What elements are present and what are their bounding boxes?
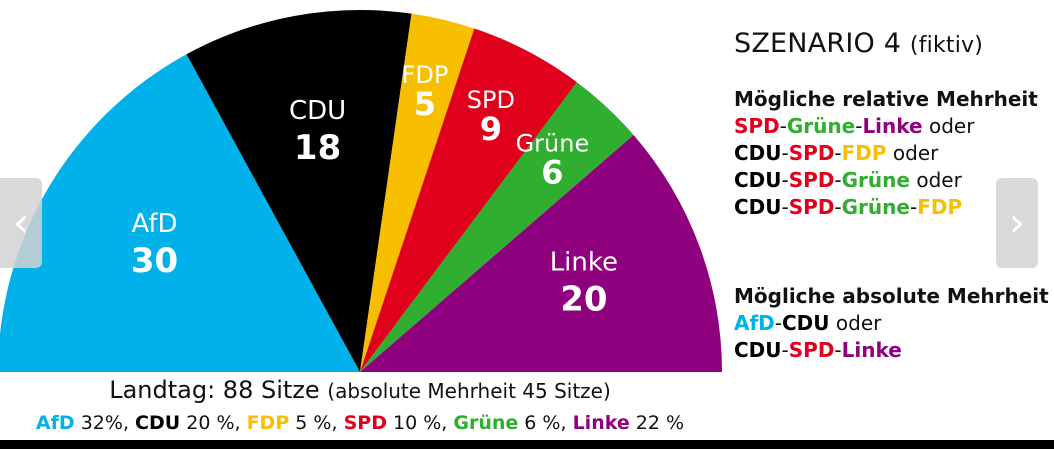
party-spd: SPD	[788, 141, 835, 165]
party-afd: AfD	[734, 311, 775, 335]
relative-majority-legend: Mögliche relative Mehrheit SPD-Grüne-Lin…	[734, 86, 1038, 221]
slice-name-fdp: FDP	[402, 61, 449, 89]
absolute-coalition-1: CDU-SPD-Linke	[734, 337, 1049, 364]
absolute-coalition-0: AfD-CDU oder	[734, 310, 1049, 337]
next-slide-button[interactable]: ›	[996, 178, 1038, 268]
percent-value-spd: 10 %,	[386, 412, 454, 434]
party-gruene: Grüne	[786, 114, 856, 138]
percent-value-linke: 22 %	[629, 412, 685, 434]
dash: -	[855, 114, 863, 138]
percent-party-spd: SPD	[343, 412, 387, 434]
slice-gruene	[360, 82, 634, 372]
slice-cdu	[186, 10, 412, 373]
landtag-seats: Landtag: 88 Sitze	[109, 376, 320, 404]
absolute-majority-heading: Mögliche absolute Mehrheit	[734, 284, 1049, 308]
dash: -	[909, 195, 918, 219]
party-gruene: Grüne	[841, 168, 910, 192]
party-cdu: CDU	[734, 195, 782, 219]
relative-coalition-2: CDU-SPD-Grüne oder	[734, 167, 1038, 194]
percent-party-cdu: CDU	[135, 412, 181, 434]
party-linke: Linke	[862, 114, 923, 138]
slice-name-spd: SPD	[467, 86, 515, 114]
slice-name-cdu: CDU	[289, 96, 346, 126]
dash: -	[834, 168, 842, 192]
connector-oder: oder	[922, 114, 975, 138]
connector-oder: oder	[886, 141, 939, 165]
relative-coalition-3: CDU-SPD-Grüne-FDP	[734, 194, 1038, 221]
percent-value-afd: 32%,	[74, 412, 136, 434]
percent-party-fdp: FDP	[246, 412, 290, 434]
dash: -	[781, 168, 789, 192]
slice-value-linke: 20	[560, 280, 607, 320]
dash: -	[834, 195, 842, 219]
slice-value-afd: 30	[131, 241, 178, 281]
party-spd: SPD	[788, 338, 835, 362]
party-cdu: CDU	[734, 338, 782, 362]
connector-oder: oder	[909, 168, 962, 192]
party-linke: Linke	[841, 338, 902, 362]
slice-spd	[360, 28, 577, 372]
dash: -	[781, 195, 789, 219]
slice-value-spd: 9	[480, 110, 502, 148]
party-fdp: FDP	[841, 141, 887, 165]
percent-party-linke: Linke	[572, 412, 630, 434]
relative-coalition-0: SPD-Grüne-Linke oder	[734, 113, 1038, 140]
slice-value-fdp: 5	[414, 85, 436, 123]
party-cdu: CDU	[734, 141, 782, 165]
relative-coalition-1: CDU-SPD-FDP oder	[734, 140, 1038, 167]
percent-value-cdu: 20 %,	[180, 412, 247, 434]
prev-slide-button[interactable]: ‹	[0, 178, 42, 268]
absolute-majority-legend: Mögliche absolute Mehrheit AfD-CDU oder C…	[734, 283, 1049, 364]
dash: -	[781, 338, 789, 362]
slice-linke	[360, 134, 722, 372]
percent-party-afd: AfD	[35, 412, 75, 434]
dash: -	[834, 338, 842, 362]
scenario-title-note: (fiktiv)	[909, 33, 984, 58]
relative-majority-heading: Mögliche relative Mehrheit	[734, 87, 1038, 111]
slice-value-gruene: 6	[541, 153, 563, 191]
landtag-summary: Landtag: 88 Sitze (absolute Mehrheit 45 …	[0, 376, 720, 404]
party-spd: SPD	[788, 195, 835, 219]
chevron-right-icon: ›	[1009, 200, 1025, 246]
chart-panel: AfD 30 CDU 18 FDP 5 SPD 9 Grüne 6 Linke 20 SZENARIO…	[0, 0, 1054, 440]
slice-value-cdu: 18	[294, 128, 341, 168]
dash: -	[779, 114, 787, 138]
party-spd: SPD	[788, 168, 835, 192]
slice-name-gruene: Grüne	[516, 129, 590, 157]
party-gruene: Grüne	[841, 195, 910, 219]
percent-value-gruene: 6 %,	[518, 412, 573, 434]
absolute-majority-threshold: (absolute Mehrheit 45 Sitze)	[327, 379, 611, 403]
scenario-title-text: SZENARIO 4	[734, 28, 902, 59]
party-cdu: CDU	[734, 168, 782, 192]
dash: -	[774, 311, 782, 335]
percent-party-gruene: Grüne	[453, 412, 519, 434]
party-fdp: FDP	[917, 195, 963, 219]
slice-fdp	[360, 13, 475, 373]
slice-name-afd: AfD	[132, 209, 178, 239]
dash: -	[781, 141, 789, 165]
connector-oder: oder	[829, 311, 882, 335]
dash: -	[834, 141, 842, 165]
scenario-title: SZENARIO 4 (fiktiv)	[734, 28, 983, 59]
party-cdu: CDU	[782, 311, 830, 335]
slice-name-linke: Linke	[550, 248, 618, 278]
percentages-line: AfD 32%, CDU 20 %, FDP 5 %, SPD 10 %, Gr…	[0, 412, 720, 434]
chevron-left-icon: ‹	[13, 200, 29, 246]
percent-value-fdp: 5 %,	[289, 412, 344, 434]
party-spd: SPD	[734, 114, 780, 138]
slice-afd	[0, 54, 360, 372]
